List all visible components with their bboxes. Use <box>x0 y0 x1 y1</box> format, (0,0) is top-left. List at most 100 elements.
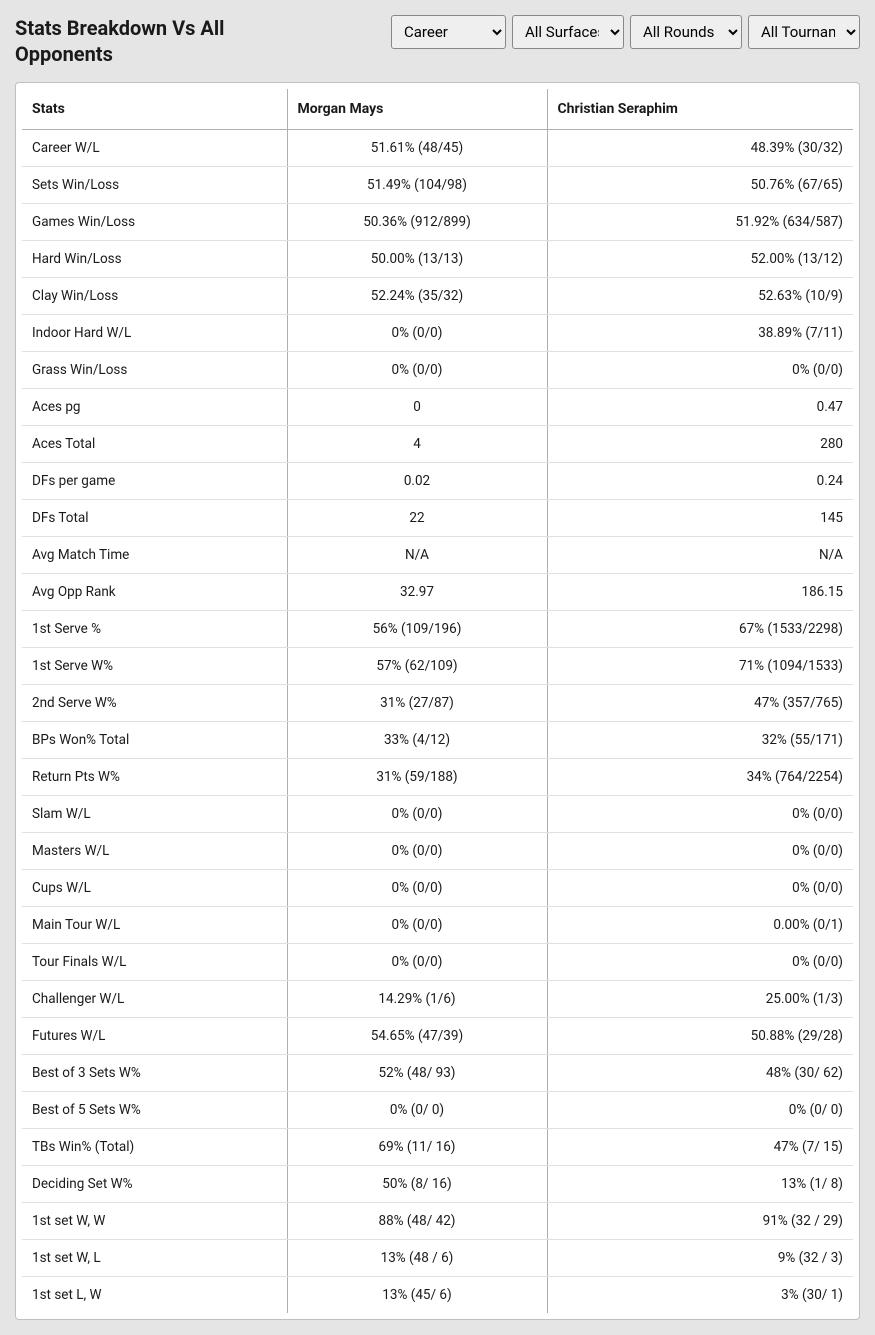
table-row: Tour Finals W/L0% (0/0)0% (0/0) <box>22 944 853 981</box>
stat-value: 13% (48 / 6) <box>287 1240 547 1277</box>
table-header-row: Stats Morgan Mays Christian Seraphim <box>22 89 853 130</box>
table-row: 1st Serve %56% (109/196)67% (1533/2298) <box>22 611 853 648</box>
stat-value: 4 <box>287 426 547 463</box>
stat-value: 52.24% (35/32) <box>287 278 547 315</box>
stat-value: 34% (764/2254) <box>547 759 853 796</box>
table-row: TBs Win% (Total)69% (11/ 16)47% (7/ 15) <box>22 1129 853 1166</box>
time-filter[interactable]: Career <box>391 15 506 49</box>
table-row: Best of 5 Sets W%0% (0/ 0)0% (0/ 0) <box>22 1092 853 1129</box>
stat-value: 0.47 <box>547 389 853 426</box>
stat-value: 0% (0/0) <box>287 870 547 907</box>
stat-value: 50% (8/ 16) <box>287 1166 547 1203</box>
stat-value: 31% (59/188) <box>287 759 547 796</box>
stat-label: Cups W/L <box>22 870 287 907</box>
table-row: Avg Match TimeN/AN/A <box>22 537 853 574</box>
stat-value: 0% (0/0) <box>547 796 853 833</box>
stat-value: 13% (45/ 6) <box>287 1277 547 1314</box>
stat-value: 69% (11/ 16) <box>287 1129 547 1166</box>
page-title: Stats Breakdown Vs All Opponents <box>15 15 295 67</box>
stat-label: Deciding Set W% <box>22 1166 287 1203</box>
table-row: Indoor Hard W/L0% (0/0)38.89% (7/11) <box>22 315 853 352</box>
table-row: 1st Serve W%57% (62/109)71% (1094/1533) <box>22 648 853 685</box>
stat-label: BPs Won% Total <box>22 722 287 759</box>
stats-table-container: Stats Morgan Mays Christian Seraphim Car… <box>15 82 860 1320</box>
stat-value: 52% (48/ 93) <box>287 1055 547 1092</box>
table-row: Masters W/L0% (0/0)0% (0/0) <box>22 833 853 870</box>
stat-value: 0.24 <box>547 463 853 500</box>
stat-value: 0% (0/0) <box>287 833 547 870</box>
stat-label: Games Win/Loss <box>22 204 287 241</box>
stat-value: 91% (32 / 29) <box>547 1203 853 1240</box>
stat-value: 38.89% (7/11) <box>547 315 853 352</box>
col-stats: Stats <box>22 89 287 130</box>
stat-value: 51.92% (634/587) <box>547 204 853 241</box>
stat-value: 67% (1533/2298) <box>547 611 853 648</box>
table-row: Career W/L51.61% (48/45)48.39% (30/32) <box>22 130 853 167</box>
stat-label: Tour Finals W/L <box>22 944 287 981</box>
stat-label: 1st set W, L <box>22 1240 287 1277</box>
table-row: Slam W/L0% (0/0)0% (0/0) <box>22 796 853 833</box>
table-row: 1st set L, W13% (45/ 6)3% (30/ 1) <box>22 1277 853 1314</box>
stat-label: 2nd Serve W% <box>22 685 287 722</box>
table-row: Clay Win/Loss52.24% (35/32)52.63% (10/9) <box>22 278 853 315</box>
stat-value: 50.88% (29/28) <box>547 1018 853 1055</box>
table-row: Hard Win/Loss50.00% (13/13)52.00% (13/12… <box>22 241 853 278</box>
stat-label: Slam W/L <box>22 796 287 833</box>
stat-value: 0% (0/0) <box>547 352 853 389</box>
round-filter[interactable]: All Rounds <box>630 15 742 49</box>
stat-value: 33% (4/12) <box>287 722 547 759</box>
stat-value: 31% (27/87) <box>287 685 547 722</box>
stat-label: Futures W/L <box>22 1018 287 1055</box>
stat-value: 145 <box>547 500 853 537</box>
stat-value: 280 <box>547 426 853 463</box>
surface-filter[interactable]: All Surfaces <box>512 15 624 49</box>
stat-label: Grass Win/Loss <box>22 352 287 389</box>
stat-label: Indoor Hard W/L <box>22 315 287 352</box>
stat-value: 50.36% (912/899) <box>287 204 547 241</box>
table-row: Cups W/L0% (0/0)0% (0/0) <box>22 870 853 907</box>
stat-value: 32% (55/171) <box>547 722 853 759</box>
table-row: Grass Win/Loss0% (0/0)0% (0/0) <box>22 352 853 389</box>
stat-label: Best of 3 Sets W% <box>22 1055 287 1092</box>
table-row: DFs Total22145 <box>22 500 853 537</box>
tournament-filter[interactable]: All Tournaments <box>748 15 860 49</box>
stat-value: 9% (32 / 3) <box>547 1240 853 1277</box>
stat-label: DFs Total <box>22 500 287 537</box>
table-row: 1st set W, L13% (48 / 6)9% (32 / 3) <box>22 1240 853 1277</box>
stat-value: 25.00% (1/3) <box>547 981 853 1018</box>
stat-label: Masters W/L <box>22 833 287 870</box>
stat-value: 54.65% (47/39) <box>287 1018 547 1055</box>
col-player1: Morgan Mays <box>287 89 547 130</box>
stat-value: 52.00% (13/12) <box>547 241 853 278</box>
stat-value: 47% (7/ 15) <box>547 1129 853 1166</box>
stat-label: Best of 5 Sets W% <box>22 1092 287 1129</box>
stat-value: 47% (357/765) <box>547 685 853 722</box>
stat-value: 0% (0/0) <box>547 833 853 870</box>
stat-label: Avg Match Time <box>22 537 287 574</box>
stat-value: 51.49% (104/98) <box>287 167 547 204</box>
stat-value: N/A <box>547 537 853 574</box>
stat-value: 186.15 <box>547 574 853 611</box>
stat-label: Avg Opp Rank <box>22 574 287 611</box>
stat-value: 0% (0/0) <box>287 315 547 352</box>
stat-value: 0 <box>287 389 547 426</box>
table-row: Aces Total4280 <box>22 426 853 463</box>
table-row: Return Pts W%31% (59/188)34% (764/2254) <box>22 759 853 796</box>
stat-label: DFs per game <box>22 463 287 500</box>
stat-value: 88% (48/ 42) <box>287 1203 547 1240</box>
table-row: Challenger W/L14.29% (1/6)25.00% (1/3) <box>22 981 853 1018</box>
stat-value: 48.39% (30/32) <box>547 130 853 167</box>
stat-label: Challenger W/L <box>22 981 287 1018</box>
table-row: Aces pg00.47 <box>22 389 853 426</box>
table-row: 2nd Serve W%31% (27/87)47% (357/765) <box>22 685 853 722</box>
table-row: Best of 3 Sets W%52% (48/ 93)48% (30/ 62… <box>22 1055 853 1092</box>
stat-value: 14.29% (1/6) <box>287 981 547 1018</box>
stat-label: 1st Serve W% <box>22 648 287 685</box>
stat-label: Main Tour W/L <box>22 907 287 944</box>
table-row: Main Tour W/L0% (0/0)0.00% (0/1) <box>22 907 853 944</box>
stat-label: 1st Serve % <box>22 611 287 648</box>
stat-label: Aces Total <box>22 426 287 463</box>
stat-value: 0% (0/0) <box>287 944 547 981</box>
stat-value: 0% (0/ 0) <box>287 1092 547 1129</box>
stat-label: 1st set W, W <box>22 1203 287 1240</box>
